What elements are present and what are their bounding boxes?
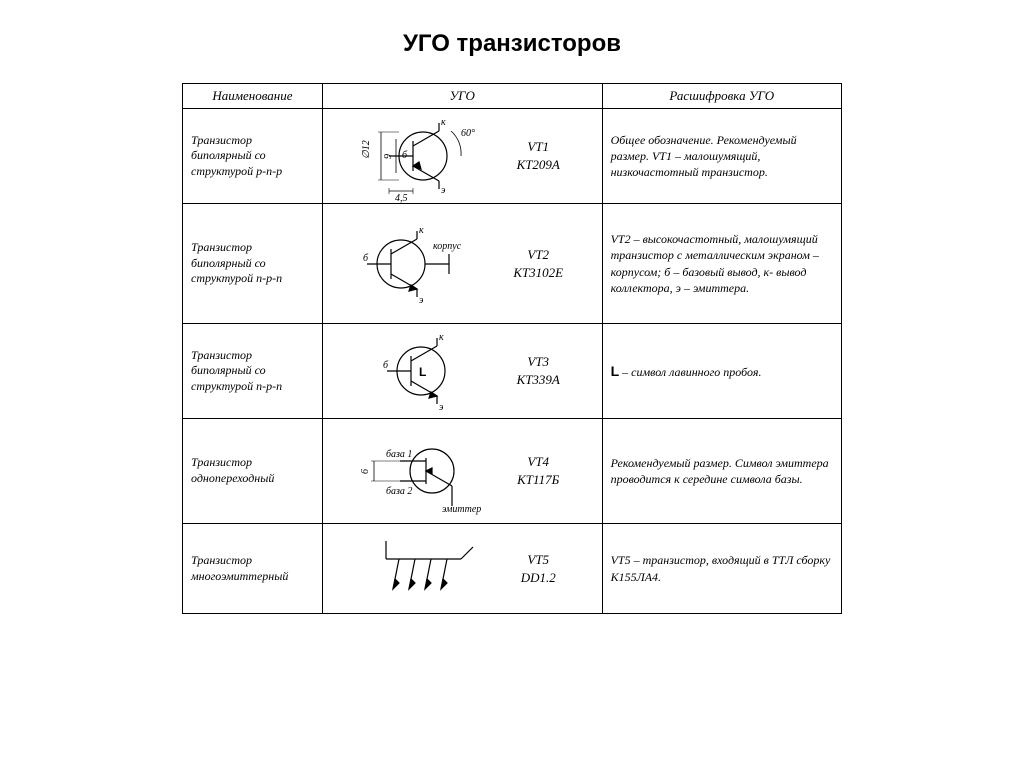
table-row: Транзистор биполярный со структурой n-p-… xyxy=(183,324,842,419)
svg-text:6: 6 xyxy=(360,469,371,474)
multi-symbol xyxy=(351,526,491,611)
header-row: Наименование УГО Расшифровка УГО xyxy=(183,84,842,109)
row-label: VT5 DD1.2 xyxy=(503,551,573,586)
svg-text:б: б xyxy=(363,253,369,264)
svg-text:б: б xyxy=(383,360,389,371)
svg-text:база 2: база 2 xyxy=(386,486,412,497)
row-ugo: VT5 DD1.2 xyxy=(322,524,602,614)
table-row: Транзистор биполярный со структурой n-p-… xyxy=(183,204,842,324)
svg-text:к: к xyxy=(441,117,446,128)
svg-text:к: к xyxy=(439,332,444,343)
npn-symbol: к б э корпус xyxy=(351,206,491,321)
row-ugo: к б э корпус VT2 КТ3102Е xyxy=(322,204,602,324)
npn-l-symbol: L к б э xyxy=(351,326,491,416)
ujt-symbol: 6 база 1 база 2 эмиттер xyxy=(351,421,491,521)
table-row: Транзистор однопереходный xyxy=(183,419,842,524)
symbol-table: Наименование УГО Расшифровка УГО Транзис… xyxy=(182,83,842,614)
row-ugo: ∅12 9 4,5 60° к б э VT1 КТ209А xyxy=(322,109,602,204)
table-row: Транзистор многоэмиттерный xyxy=(183,524,842,614)
row-label: VT2 КТ3102Е xyxy=(503,246,573,281)
row-name: Транзистор биполярный со структурой n-p-… xyxy=(183,204,323,324)
svg-text:корпус: корпус xyxy=(433,241,462,252)
row-desc: VT5 – транзистор, входящий в ТТЛ сборку … xyxy=(602,524,841,614)
svg-text:база 1: база 1 xyxy=(386,449,412,460)
row-desc: Рекомендуемый размер. Символ эмиттера пр… xyxy=(602,419,841,524)
row-label: VT3 КТ339А xyxy=(503,353,573,388)
row-label: VT1 КТ209А xyxy=(503,138,573,173)
row-ugo: L к б э VT3 КТ339А xyxy=(322,324,602,419)
pnp-symbol: ∅12 9 4,5 60° к б э xyxy=(351,111,491,201)
svg-text:9: 9 xyxy=(383,154,394,159)
svg-text:э: э xyxy=(441,185,446,196)
svg-text:60°: 60° xyxy=(461,128,475,139)
page-title: УГО транзисторов xyxy=(0,0,1024,83)
symbol-table-wrap: Наименование УГО Расшифровка УГО Транзис… xyxy=(0,83,1024,614)
row-name: Транзистор однопереходный xyxy=(183,419,323,524)
row-name: Транзистор биполярный со структурой n-p-… xyxy=(183,324,323,419)
row-ugo: 6 база 1 база 2 эмиттер VT4 КТ117Б xyxy=(322,419,602,524)
svg-text:∅12: ∅12 xyxy=(361,140,372,159)
svg-text:4,5: 4,5 xyxy=(395,193,408,204)
header-name: Наименование xyxy=(183,84,323,109)
svg-text:эмиттер: эмиттер xyxy=(442,504,481,515)
row-desc: Общее обозначение. Рекомендуемый размер.… xyxy=(602,109,841,204)
row-name: Транзистор биполярный со структурой p-n-… xyxy=(183,109,323,204)
svg-text:к: к xyxy=(419,225,424,236)
row-label: VT4 КТ117Б xyxy=(503,453,573,488)
svg-text:L: L xyxy=(419,365,426,379)
header-ugo: УГО xyxy=(322,84,602,109)
svg-text:э: э xyxy=(439,402,444,413)
row-name: Транзистор многоэмиттерный xyxy=(183,524,323,614)
row-desc: L – символ лавинного пробоя. xyxy=(602,324,841,419)
table-row: Транзистор биполярный со структурой p-n-… xyxy=(183,109,842,204)
svg-text:э: э xyxy=(419,295,424,306)
header-desc: Расшифровка УГО xyxy=(602,84,841,109)
row-desc: VT2 – высокочастотный, малошумящий транз… xyxy=(602,204,841,324)
